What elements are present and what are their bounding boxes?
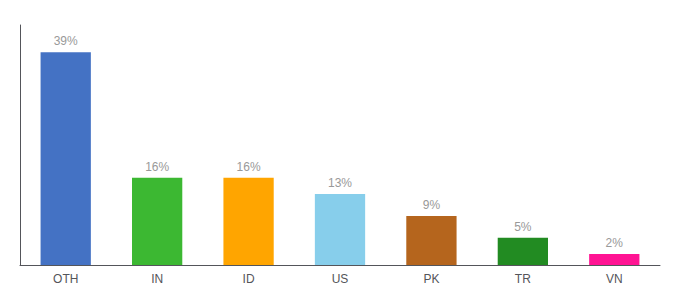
svg-text:TR: TR [515,272,531,286]
svg-text:16%: 16% [237,160,261,174]
svg-text:PK: PK [423,272,439,286]
svg-text:16%: 16% [145,160,169,174]
svg-text:US: US [332,272,349,286]
svg-text:9%: 9% [423,198,441,212]
svg-text:39%: 39% [54,34,78,48]
svg-text:13%: 13% [328,176,352,190]
svg-text:VN: VN [606,272,623,286]
svg-text:2%: 2% [606,236,624,250]
svg-text:5%: 5% [514,220,532,234]
svg-text:IN: IN [151,272,163,286]
svg-text:ID: ID [243,272,255,286]
svg-text:OTH: OTH [53,272,78,286]
